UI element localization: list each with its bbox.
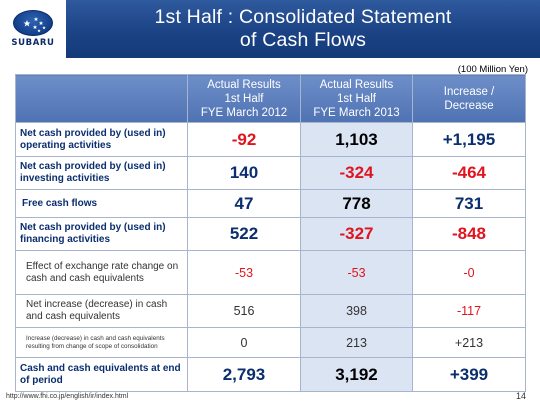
cell-2012: -92	[187, 122, 301, 157]
header-line: Actual Results	[319, 78, 394, 91]
cell-diff: -0	[412, 250, 526, 295]
cell-diff: +399	[412, 357, 526, 392]
cell-2012: 516	[187, 294, 301, 328]
table-row-net-increase: Net increase (decrease) in cash and cash…	[15, 294, 526, 328]
pleiades-emblem-icon	[13, 10, 53, 36]
header-increase-decrease: Increase / Decrease	[412, 74, 526, 123]
unit-note: (100 Million Yen)	[457, 64, 528, 75]
table-row-exchange-rate: Effect of exchange rate change on cash a…	[15, 250, 526, 295]
header-fye-2012: Actual Results 1st Half FYE March 2012	[187, 74, 301, 123]
title-bar: 1st Half : Consolidated Statement of Cas…	[66, 0, 540, 58]
header-line: Actual Results	[207, 78, 281, 91]
cell-diff: 731	[412, 189, 526, 218]
row-label: Net cash provided by (used in) financing…	[15, 217, 188, 251]
header-line: Increase /	[443, 85, 495, 98]
row-label: Cash and cash equivalents at end of peri…	[15, 357, 188, 392]
row-label: Net cash provided by (used in) operating…	[15, 122, 188, 157]
cell-2013: 778	[300, 189, 413, 218]
header-blank-cell	[15, 74, 188, 123]
table-row-financing: Net cash provided by (used in) financing…	[15, 217, 526, 251]
cell-diff: -848	[412, 217, 526, 251]
header-line: 1st Half	[224, 92, 264, 105]
cell-diff: +213	[412, 327, 526, 358]
cell-2012: 0	[187, 327, 301, 358]
cell-2012: -53	[187, 250, 301, 295]
page-title-line-1: 1st Half : Consolidated Statement	[154, 6, 452, 28]
cell-2013: -53	[300, 250, 413, 295]
subaru-logo: SUBARU	[0, 0, 66, 58]
logo-text: SUBARU	[11, 38, 55, 48]
table-row-free-cash-flows: Free cash flows 47 778 731	[15, 189, 526, 218]
cash-flow-table: Actual Results 1st Half FYE March 2012 Act…	[15, 74, 526, 392]
row-label: Net cash provided by (used in) investing…	[15, 156, 188, 190]
table-row-investing: Net cash provided by (used in) investing…	[15, 156, 526, 190]
header-line: Decrease	[444, 99, 494, 112]
row-label: Increase (decrease) in cash and cash equ…	[15, 327, 188, 358]
cell-diff: +1,195	[412, 122, 526, 157]
cell-2012: 522	[187, 217, 301, 251]
table-header-row: Actual Results 1st Half FYE March 2012 Act…	[15, 74, 526, 123]
cell-2012: 2,793	[187, 357, 301, 392]
footer-url: http://www.fhi.co.jp/english/ir/index.ht…	[6, 393, 129, 400]
row-label: Net increase (decrease) in cash and cash…	[15, 294, 188, 328]
page-number: 14	[515, 391, 526, 401]
cell-2013: -324	[300, 156, 413, 190]
row-label: Free cash flows	[15, 189, 188, 218]
cell-2013: 213	[300, 327, 413, 358]
cell-diff: -464	[412, 156, 526, 190]
table-row-scope-change: Increase (decrease) in cash and cash equ…	[15, 327, 526, 358]
cell-diff: -117	[412, 294, 526, 328]
header-line: 1st Half	[337, 92, 376, 105]
cell-2012: 140	[187, 156, 301, 190]
header-line: FYE March 2013	[313, 106, 400, 119]
page-title-line-2: of Cash Flows	[239, 29, 367, 51]
row-label: Effect of exchange rate change on cash a…	[15, 250, 188, 295]
cell-2013: 1,103	[300, 122, 413, 157]
cell-2012: 47	[187, 189, 301, 218]
table-row-operating: Net cash provided by (used in) operating…	[15, 122, 526, 157]
header-fye-2013: Actual Results 1st Half FYE March 2013	[300, 74, 413, 123]
cell-2013: 3,192	[300, 357, 413, 392]
cell-2013: 398	[300, 294, 413, 328]
header-line: FYE March 2012	[200, 106, 288, 119]
table-row-end-of-period: Cash and cash equivalents at end of peri…	[15, 357, 526, 392]
cell-2013: -327	[300, 217, 413, 251]
